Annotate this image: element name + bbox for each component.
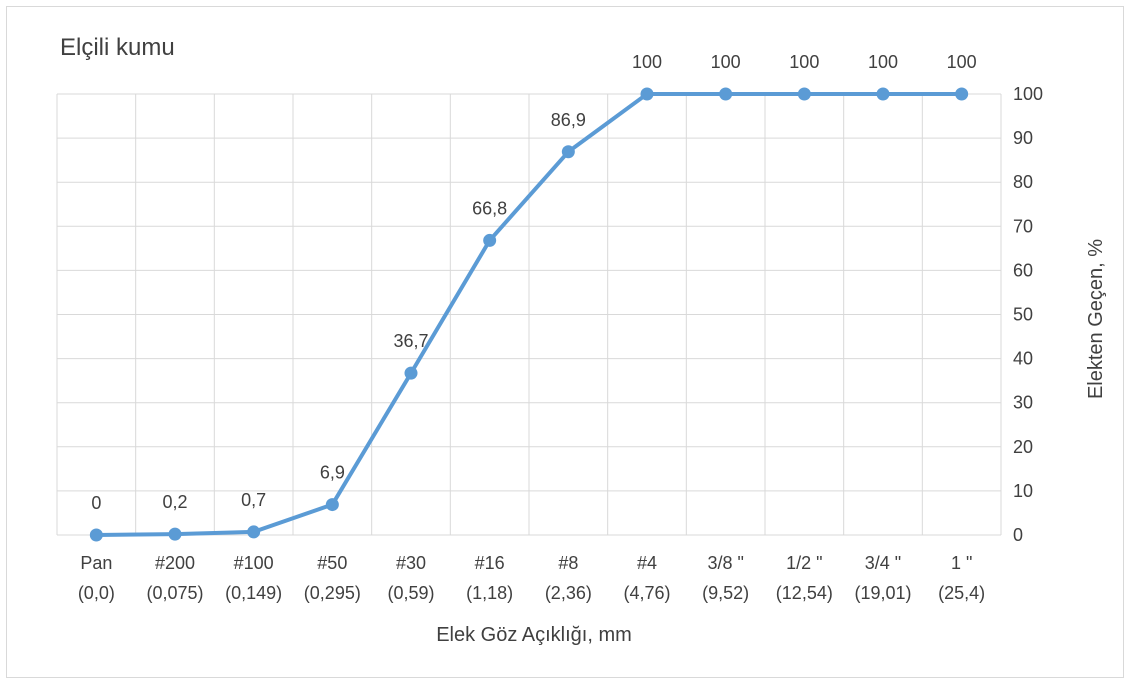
x-tick-sublabel: (0,075) [146,583,203,603]
x-tick-label: #4 [637,553,657,573]
y-tick-label: 30 [1013,393,1033,413]
x-tick-label: #50 [317,553,347,573]
y-tick-label: 90 [1013,128,1033,148]
data-label: 66,8 [472,198,507,218]
x-tick-label: Pan [80,553,112,573]
data-point [247,525,261,539]
data-point [955,87,969,101]
data-point [719,87,733,101]
chart-title: Elçili kumu [60,34,175,61]
x-tick-label: #30 [396,553,426,573]
y-tick-label: 20 [1013,437,1033,457]
y-tick-label: 40 [1013,349,1033,369]
data-label: 86,9 [551,110,586,130]
series-line [96,92,962,537]
data-label: 100 [789,52,819,72]
x-tick-sublabel: (25,4) [938,583,985,603]
chart-area: Elçili kumu 0 10 20 30 40 50 60 70 80 90 100 Pan (0… [6,6,1124,678]
data-point [483,233,497,247]
data-point [876,87,890,101]
y-tick-labels: 0 10 20 30 40 50 60 70 80 90 100 [1013,84,1043,545]
x-tick-label: 1/2 " [786,553,822,573]
data-point [640,87,654,101]
x-tick-label: 1 " [951,553,972,573]
data-label: 100 [868,52,898,72]
x-tick-sublabel: (4,76) [623,583,670,603]
y-tick-label: 0 [1013,525,1023,545]
y-tick-label: 80 [1013,172,1033,192]
line-chart: Elçili kumu 0 10 20 30 40 50 60 70 80 90 100 Pan (0… [56,34,1107,646]
gridlines [56,93,1002,536]
y-axis-title: Elekten Geçen, % [1085,239,1107,399]
x-tick-label: #100 [234,553,274,573]
y-tick-label: 100 [1013,84,1043,104]
y-tick-label: 10 [1013,481,1033,501]
x-tick-sublabel: (0,295) [304,583,361,603]
data-point [168,527,182,541]
x-tick-label: 3/8 " [707,553,743,573]
x-tick-sublabel: (9,52) [702,583,749,603]
y-tick-label: 50 [1013,305,1033,325]
x-tick-sublabel: (1,18) [466,583,513,603]
data-label: 6,9 [320,463,345,483]
x-tick-sublabel: (0,149) [225,583,282,603]
x-axis-title: Elek Göz Açıklığı, mm [436,624,632,646]
x-tick-sublabel: (19,01) [854,583,911,603]
data-label: 100 [632,52,662,72]
x-tick-sublabel: (2,36) [545,583,592,603]
x-tick-label: #200 [155,553,195,573]
x-tick-label: #8 [558,553,578,573]
data-point [89,528,103,542]
x-tick-labels: Pan (0,0) #200 (0,075) #100 (0,149) #50 (0,295)… [78,553,985,603]
data-point [797,87,811,101]
data-point [404,366,418,380]
data-label: 0 [91,493,101,513]
y-tick-label: 60 [1013,260,1033,280]
data-label: 100 [947,52,977,72]
data-point [325,498,339,512]
x-tick-sublabel: (0,0) [78,583,115,603]
y-tick-label: 70 [1013,216,1033,236]
data-labels: 0 0,2 0,7 6,9 36,7 66,8 86,9 100 100 100 100 100 [91,52,976,513]
x-tick-label: #16 [475,553,505,573]
data-label: 0,7 [241,490,266,510]
data-series [89,87,969,542]
x-tick-sublabel: (0,59) [387,583,434,603]
data-label: 100 [711,52,741,72]
data-label: 36,7 [393,331,428,351]
data-label: 0,2 [162,492,187,512]
x-tick-sublabel: (12,54) [776,583,833,603]
data-point [561,145,575,159]
x-tick-label: 3/4 " [865,553,901,573]
